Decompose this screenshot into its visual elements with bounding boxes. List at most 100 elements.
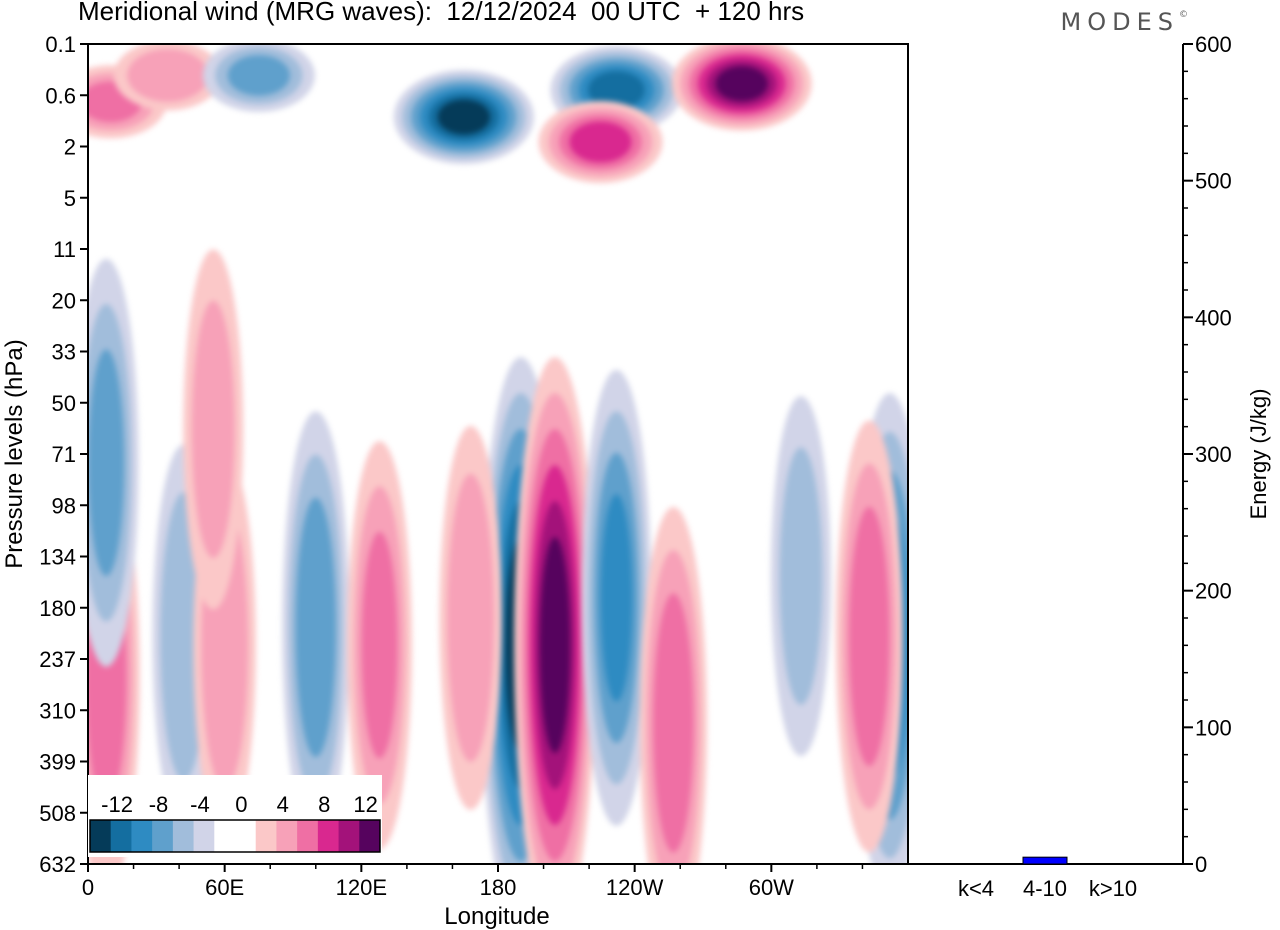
heatmap-cell <box>588 71 645 109</box>
heatmap-feature <box>347 441 412 850</box>
energy-y-tick-label: 300 <box>1195 442 1232 467</box>
x-tick-label: 120E <box>336 875 387 900</box>
y-tick-label: 632 <box>39 852 76 877</box>
colorbar-swatch <box>255 820 277 852</box>
heatmap-feature <box>538 101 663 184</box>
heatmap-cell <box>600 494 633 702</box>
energy-y-tick-label: 200 <box>1195 579 1232 604</box>
colorbar-swatch <box>152 820 174 852</box>
y-tick-label: 20 <box>52 288 76 313</box>
heatmap-cell <box>849 506 890 767</box>
heatmap-axes: 0.1 0.6 2 5 11 20 33 50 71 98 134 180 237 310 399 508 63… <box>39 32 864 900</box>
energy-category-label: 4-10 <box>1023 876 1067 901</box>
heatmap-feature <box>113 44 222 111</box>
x-tick-label: 60W <box>749 875 794 900</box>
colorbar-swatch <box>235 820 257 852</box>
colorbar-frame <box>89 819 381 853</box>
energy-panel: 0 100 200 300 400 500 600 k<4 4-10 k>10 Energy (… <box>908 32 1271 901</box>
y-tick-label: 508 <box>39 801 76 826</box>
y-tick-label: 0.6 <box>45 83 76 108</box>
heatmap-feature <box>835 420 903 853</box>
heatmap-feature <box>282 411 350 844</box>
energy-y-tick-label: 100 <box>1195 715 1232 740</box>
heatmap-cell <box>295 497 336 757</box>
y-tick-label: 71 <box>52 442 76 467</box>
heatmap-cell <box>88 349 125 577</box>
colorbar-label: -12 <box>101 792 133 817</box>
energy-y-tick-label: 600 <box>1195 32 1232 57</box>
heatmap-feature <box>439 425 502 810</box>
energy-category-label: k>10 <box>1089 876 1137 901</box>
colorbar-label: -4 <box>190 792 210 817</box>
colorbar-label: -8 <box>149 792 169 817</box>
energy-ticks: 0 100 200 300 400 500 600 <box>1183 32 1232 877</box>
colorbar-swatch <box>193 820 215 852</box>
y-tick-label: 5 <box>64 186 76 211</box>
energy-bars: k<4 4-10 k>10 <box>958 856 1137 901</box>
heatmap-cell <box>127 49 209 102</box>
colorbar-swatch <box>297 820 319 852</box>
colorbar-label: 0 <box>235 792 247 817</box>
colorbar-swatch <box>90 820 112 852</box>
heatmap-cell <box>437 99 491 135</box>
heatmap-feature <box>770 396 831 757</box>
y-tick-label: 310 <box>39 698 76 723</box>
heatmap-cell <box>361 531 398 759</box>
colorbar-swatch <box>338 820 360 852</box>
heatmap-cell <box>447 473 495 762</box>
y-tick-label: 180 <box>39 596 76 621</box>
colorbar-label: 4 <box>277 792 289 817</box>
colorbar-swatch <box>172 820 195 852</box>
y-tick-label: 0.1 <box>45 32 76 57</box>
heatmap-cell <box>227 55 290 96</box>
heatmap-cell <box>653 593 694 853</box>
y-tick-label: 134 <box>39 545 76 570</box>
y-tick-label: 33 <box>52 340 76 365</box>
colorbar-swatch <box>276 820 298 852</box>
colorbar-label: 8 <box>318 792 330 817</box>
x-tick-label: 60E <box>205 875 244 900</box>
y-tick-label: 98 <box>52 493 76 518</box>
heatmap-cell <box>539 537 571 754</box>
colorbar-label: 12 <box>353 792 377 817</box>
y-tick-label: 11 <box>53 237 76 262</box>
colorbar: -12 -8 -4 0 4 8 12 <box>88 775 382 857</box>
heatmap-cell <box>715 66 769 102</box>
energy-axis-label: Energy (J/kg) <box>1246 389 1271 520</box>
energy-category-label: k<4 <box>958 876 994 901</box>
colorbar-swatch <box>317 820 340 852</box>
energy-y-tick-label: 500 <box>1195 169 1232 194</box>
colorbar-swatch <box>110 820 132 852</box>
colorbar-swatch <box>359 820 381 852</box>
x-tick-label: 120W <box>606 875 664 900</box>
heatmap-feature <box>639 507 707 864</box>
brand-logo: MODES© <box>1060 8 1188 36</box>
y-tick-label: 237 <box>39 647 76 672</box>
heatmap-panel: 0.1 0.6 2 5 11 20 33 50 71 98 134 180 237 310 399 508 63… <box>1 32 909 930</box>
x-axis-label: Longitude <box>444 903 549 930</box>
heatmap-feature <box>671 44 812 131</box>
heatmap-cell <box>779 447 823 705</box>
y-axis-label: Pressure levels (hPa) <box>1 339 28 568</box>
chart-title: Meridional wind (MRG waves): 12/12/2024 … <box>78 0 805 26</box>
x-tick-label: 180 <box>480 875 517 900</box>
heatmap-feature <box>514 357 596 864</box>
heatmap-cell <box>191 300 235 558</box>
x-tick-label: 0 <box>82 875 94 900</box>
heatmap-feature <box>393 69 534 164</box>
energy-bar <box>1022 856 1068 865</box>
y-tick-label: 2 <box>64 135 76 160</box>
y-tick-label: 399 <box>39 750 76 775</box>
heatmap-feature <box>581 369 652 826</box>
colorbar-swatch <box>214 820 236 852</box>
heatmap-cell <box>569 121 632 163</box>
brand-text: MODES <box>1060 8 1179 36</box>
energy-y-tick-label: 400 <box>1195 305 1232 330</box>
energy-y-tick-label: 0 <box>1195 852 1207 877</box>
colorbar-swatch <box>131 820 153 852</box>
y-tick-label: 50 <box>52 391 76 416</box>
heatmap-field <box>88 44 908 864</box>
heatmap-feature <box>88 258 139 667</box>
heatmap-feature <box>183 249 244 610</box>
